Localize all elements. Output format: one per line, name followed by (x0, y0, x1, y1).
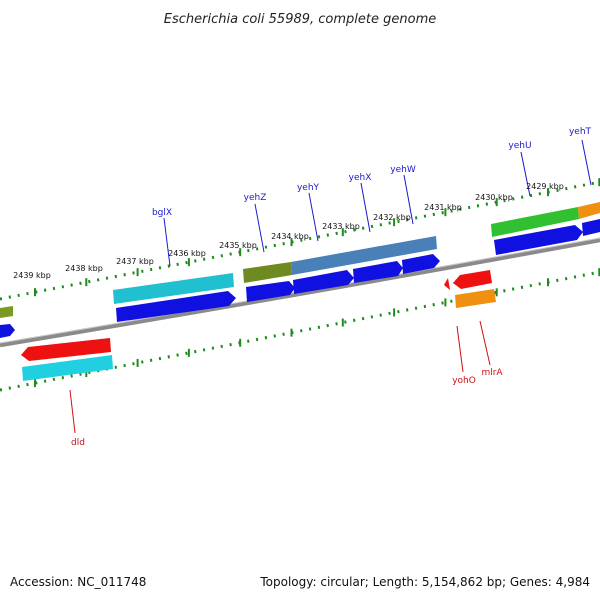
gene-label-top: yehX (349, 173, 372, 183)
gene-label-top: yehW (390, 165, 416, 175)
feature-bar-yehZ (243, 262, 292, 283)
feature-bar-bglX (113, 273, 234, 304)
gene-label-bottom: dld (71, 438, 85, 448)
gene-callout-lines (69, 139, 592, 434)
feature-bar-left-olive (0, 306, 13, 318)
topology-label: Topology: circular; Length: 5,154,862 bp… (260, 575, 590, 589)
kbp-label: 2430 kbp (475, 193, 513, 202)
feature-bar-yehT (578, 202, 600, 219)
gene-label-top: bglX (152, 208, 172, 218)
feature-bar-dld-cyan (22, 355, 113, 381)
gene-label-top: yehZ (244, 193, 267, 203)
kbp-label: 2435 kbp (219, 241, 257, 250)
feature-arrow-yohO (453, 270, 492, 289)
gene-label-top: yehT (569, 127, 592, 137)
bottom-features (21, 270, 496, 381)
top-feature-bars (0, 202, 600, 318)
top-cds-arrows (0, 219, 600, 338)
cds-arrow-yehX (353, 261, 403, 283)
feature-bar-yehYXW (291, 236, 437, 275)
feature-arrow-dld-red (21, 338, 111, 361)
top-gene-labels: bglX yehZ yehY yehX yehW yehU yehT (152, 127, 592, 218)
cds-arrow-yehW (402, 254, 440, 274)
gene-label-top: yehY (297, 183, 320, 193)
cds-arrow-left (0, 324, 15, 338)
gene-label-bottom: yohO (452, 376, 476, 386)
feature-arrow-yohO-small (444, 278, 450, 290)
map-title: Escherichia coli 55989, complete genome (164, 12, 436, 27)
cds-arrow-yehU (494, 225, 583, 255)
kbp-label: 2433 kbp (322, 222, 360, 231)
cds-arrow-yehY (293, 270, 354, 294)
kbp-label: 2434 kbp (271, 232, 309, 241)
cds-arrow-yehT (582, 219, 600, 236)
kbp-label: 2439 kbp (13, 271, 51, 280)
gene-label-bottom: mlrA (481, 368, 503, 378)
genome-backbone (0, 237, 600, 348)
cds-arrow-bglX (116, 291, 236, 322)
gene-label-top: yehU (508, 141, 531, 151)
kbp-label: 2438 kbp (65, 264, 103, 273)
kbp-label: 2429 kbp (526, 182, 564, 191)
kbp-labels: 2439 kbp 2438 kbp 2437 kbp 2436 kbp 2435… (13, 182, 564, 280)
feature-bar-yehU (491, 207, 579, 237)
kbp-label: 2437 kbp (116, 257, 154, 266)
cds-arrow-yehZ (246, 281, 295, 302)
kbp-label: 2432 kbp (373, 213, 411, 222)
accession-label: Accession: NC_011748 (10, 575, 147, 589)
feature-bar-mlrA (455, 289, 496, 308)
bottom-gene-labels: dld yohO mlrA (71, 368, 503, 448)
kbp-label: 2436 kbp (168, 249, 206, 258)
major-ticks (34, 178, 600, 388)
kbp-label: 2431 kbp (424, 203, 462, 212)
